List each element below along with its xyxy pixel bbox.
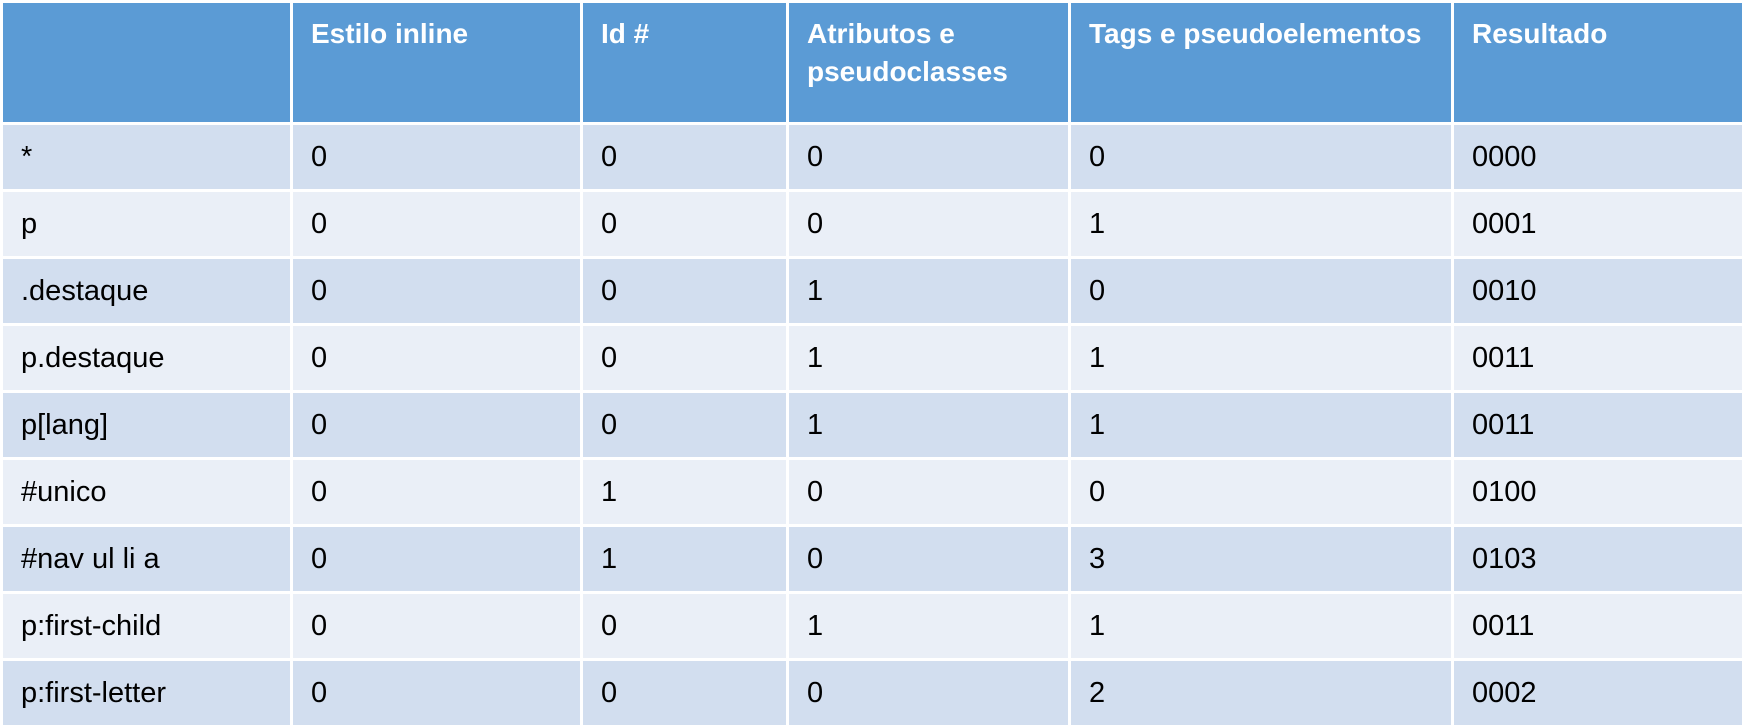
- inline-style-cell: 0: [290, 323, 583, 393]
- table-row: p 0 0 0 1 0001: [0, 189, 1742, 259]
- selector-cell: p.destaque: [0, 323, 293, 393]
- table-row: #unico 0 1 0 0 0100: [0, 457, 1742, 527]
- inline-style-cell: 0: [290, 390, 583, 460]
- result-cell: 0002: [1451, 658, 1742, 728]
- id-cell: 0: [580, 591, 789, 661]
- result-cell: 0000: [1451, 122, 1742, 192]
- result-cell: 0011: [1451, 390, 1742, 460]
- header-cell-inline-style: Estilo inline: [290, 0, 583, 125]
- inline-style-cell: 0: [290, 457, 583, 527]
- table-row: * 0 0 0 0 0000: [0, 122, 1742, 192]
- header-cell-attributes-pseudoclasses: Atributos e pseudoclasses: [786, 0, 1071, 125]
- header-cell-id: Id #: [580, 0, 789, 125]
- table-row: p:first-letter 0 0 0 2 0002: [0, 658, 1742, 728]
- tags-cell: 1: [1068, 390, 1454, 460]
- result-cell: 0011: [1451, 591, 1742, 661]
- selector-cell: p[lang]: [0, 390, 293, 460]
- attributes-cell: 1: [786, 591, 1071, 661]
- attributes-cell: 0: [786, 189, 1071, 259]
- id-cell: 0: [580, 256, 789, 326]
- attributes-cell: 0: [786, 122, 1071, 192]
- attributes-cell: 1: [786, 256, 1071, 326]
- table-row: #nav ul li a 0 1 0 3 0103: [0, 524, 1742, 594]
- attributes-cell: 0: [786, 524, 1071, 594]
- attributes-cell: 1: [786, 323, 1071, 393]
- id-cell: 0: [580, 658, 789, 728]
- tags-cell: 0: [1068, 122, 1454, 192]
- selector-cell: *: [0, 122, 293, 192]
- tags-cell: 1: [1068, 323, 1454, 393]
- tags-cell: 1: [1068, 591, 1454, 661]
- table-row: p.destaque 0 0 1 1 0011: [0, 323, 1742, 393]
- table-row: .destaque 0 0 1 0 0010: [0, 256, 1742, 326]
- tags-cell: 3: [1068, 524, 1454, 594]
- attributes-cell: 0: [786, 658, 1071, 728]
- result-cell: 0011: [1451, 323, 1742, 393]
- result-cell: 0001: [1451, 189, 1742, 259]
- inline-style-cell: 0: [290, 658, 583, 728]
- table-header: Estilo inline Id # Atributos e pseudocla…: [0, 0, 1742, 125]
- inline-style-cell: 0: [290, 524, 583, 594]
- id-cell: 0: [580, 189, 789, 259]
- selector-cell: #unico: [0, 457, 293, 527]
- id-cell: 0: [580, 390, 789, 460]
- result-cell: 0103: [1451, 524, 1742, 594]
- inline-style-cell: 0: [290, 122, 583, 192]
- id-cell: 1: [580, 524, 789, 594]
- selector-cell: #nav ul li a: [0, 524, 293, 594]
- result-cell: 0100: [1451, 457, 1742, 527]
- selector-cell: .destaque: [0, 256, 293, 326]
- selector-cell: p:first-letter: [0, 658, 293, 728]
- table-row: p[lang] 0 0 1 1 0011: [0, 390, 1742, 460]
- selector-cell: p: [0, 189, 293, 259]
- tags-cell: 2: [1068, 658, 1454, 728]
- header-row: Estilo inline Id # Atributos e pseudocla…: [0, 0, 1742, 125]
- inline-style-cell: 0: [290, 256, 583, 326]
- selector-cell: p:first-child: [0, 591, 293, 661]
- header-cell-selector: [0, 0, 293, 125]
- attributes-cell: 1: [786, 390, 1071, 460]
- inline-style-cell: 0: [290, 591, 583, 661]
- attributes-cell: 0: [786, 457, 1071, 527]
- tags-cell: 0: [1068, 256, 1454, 326]
- id-cell: 1: [580, 457, 789, 527]
- id-cell: 0: [580, 122, 789, 192]
- tags-cell: 1: [1068, 189, 1454, 259]
- header-cell-tags-pseudoelements: Tags e pseudoelementos: [1068, 0, 1454, 125]
- id-cell: 0: [580, 323, 789, 393]
- table-body: * 0 0 0 0 0000 p 0 0 0 1 0001 .destaque …: [0, 122, 1742, 728]
- tags-cell: 0: [1068, 457, 1454, 527]
- table-row: p:first-child 0 0 1 1 0011: [0, 591, 1742, 661]
- result-cell: 0010: [1451, 256, 1742, 326]
- header-cell-result: Resultado: [1451, 0, 1742, 125]
- inline-style-cell: 0: [290, 189, 583, 259]
